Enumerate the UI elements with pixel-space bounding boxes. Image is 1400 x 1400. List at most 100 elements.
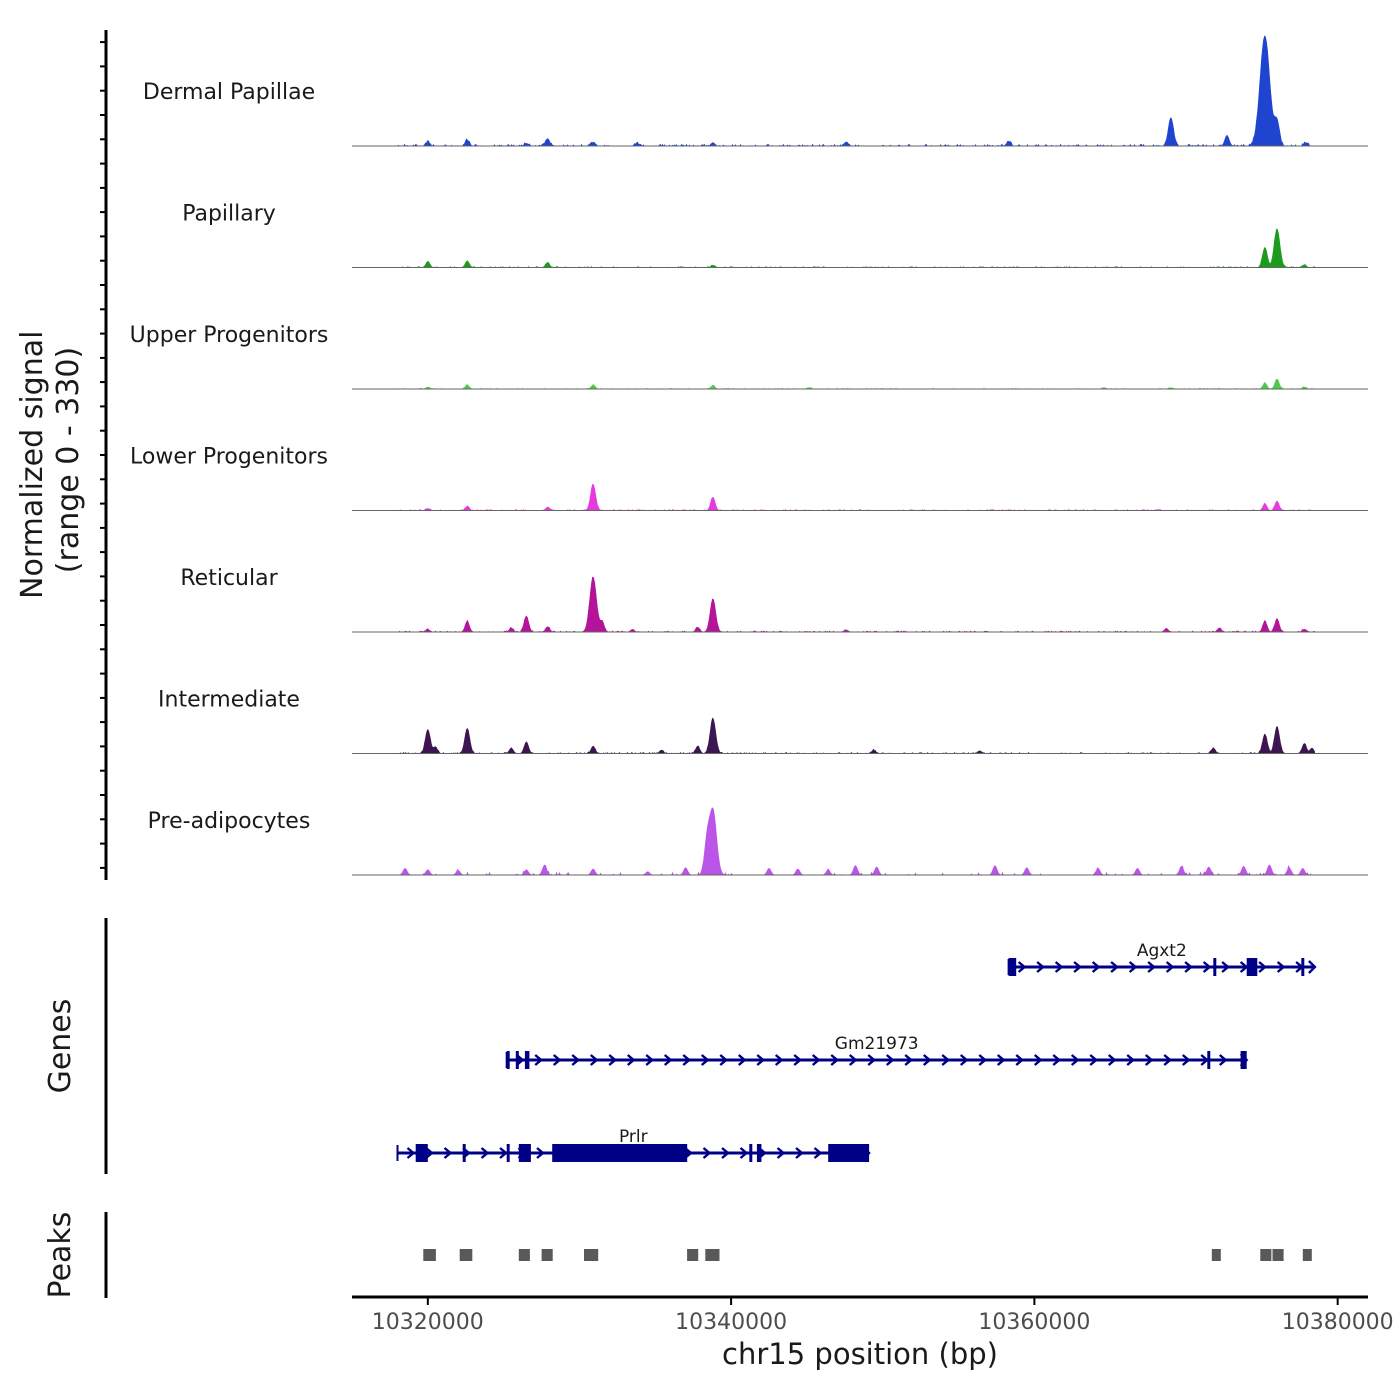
strand-arrow: [1017, 961, 1027, 973]
strand-arrow: [811, 1054, 821, 1066]
peak-region: [1302, 1249, 1312, 1261]
peak-region: [584, 1249, 599, 1261]
x-tick-label: 10380000: [1282, 1310, 1394, 1335]
strand-arrow: [867, 1054, 877, 1066]
strand-arrow: [830, 1054, 840, 1066]
strand-arrow: [1221, 961, 1230, 973]
strand-arrow: [1163, 1054, 1173, 1066]
signal-y-axis-label: Normalized signal (range 0 - 330): [15, 321, 86, 599]
track-label: Upper Progenitors: [130, 323, 329, 348]
track-label: Lower Progenitors: [130, 445, 328, 470]
exon: [506, 1051, 510, 1069]
strand-arrow: [721, 1147, 730, 1159]
strand-arrow: [813, 1147, 823, 1159]
x-tick-label: 10320000: [372, 1310, 484, 1335]
strand-arrow: [1147, 961, 1156, 973]
signal-area: [397, 484, 1315, 511]
x-axis: 10320000 10340000 10360000 10380000: [352, 1295, 1394, 1335]
peak-region: [687, 1249, 699, 1261]
signal-area: [397, 717, 1316, 754]
peak-region: [1272, 1249, 1284, 1261]
strand-arrow: [996, 1054, 1006, 1066]
strand-arrow: [774, 1054, 784, 1066]
exon: [1213, 958, 1217, 976]
track-label: Dermal Papillae: [143, 80, 315, 105]
strand-arrow: [1218, 1054, 1228, 1066]
exon: [1246, 958, 1258, 976]
exon: [415, 1144, 428, 1162]
strand-arrow: [1276, 961, 1286, 973]
strand-arrow: [922, 1054, 932, 1066]
strand-arrow: [1184, 961, 1193, 973]
strand-arrow: [589, 1054, 599, 1066]
genes-label: Genes: [43, 999, 78, 1094]
strand-arrow: [645, 1054, 655, 1066]
coverage-tracks: Dermal Papillae Papillary Upper Progenitor…: [130, 35, 1368, 876]
exon: [1240, 1051, 1247, 1069]
strand-arrow: [1036, 961, 1045, 973]
strand-arrow: [1126, 1054, 1136, 1066]
exon: [552, 1144, 688, 1162]
exon: [506, 1144, 510, 1162]
signal-area: [397, 807, 1315, 876]
gene-label: Prlr: [619, 1127, 648, 1147]
strand-arrow: [941, 1054, 951, 1066]
strand-arrow: [700, 1054, 710, 1066]
strand-arrow: [1239, 961, 1249, 973]
strand-arrow: [1091, 961, 1101, 973]
strand-arrow: [719, 1054, 729, 1066]
track-label: Reticular: [180, 566, 278, 591]
signal-area: [397, 576, 1316, 633]
strand-arrow: [682, 1054, 692, 1066]
x-tick-label: 10340000: [675, 1310, 787, 1335]
strand-arrow: [1089, 1054, 1099, 1066]
peak-region: [1211, 1249, 1221, 1261]
x-axis-title: chr15 position (bp): [722, 1337, 998, 1371]
strand-arrow: [756, 1054, 766, 1066]
exon: [1008, 958, 1017, 976]
strand-arrow: [1073, 961, 1082, 973]
strand-arrow: [406, 1147, 416, 1159]
peak-region: [541, 1249, 553, 1261]
strand-arrow: [443, 1147, 453, 1159]
exon: [756, 1144, 762, 1162]
peaks-label: Peaks: [43, 1212, 78, 1299]
gene-end-arrow: [1308, 960, 1317, 974]
strand-arrow: [1015, 1054, 1025, 1066]
strand-arrow: [552, 1054, 562, 1066]
exon: [524, 1051, 530, 1069]
strand-arrow: [795, 1147, 804, 1159]
strand-arrow: [737, 1054, 747, 1066]
exon: [1207, 1051, 1211, 1069]
strand-arrow: [904, 1054, 914, 1066]
strand-arrow: [1165, 961, 1175, 973]
strand-arrow: [499, 1147, 508, 1159]
peak-region: [1260, 1249, 1272, 1261]
strand-arrow: [1144, 1054, 1154, 1066]
exon: [749, 1144, 753, 1162]
signal-y-axis-label-line2: (range 0 - 330): [51, 347, 86, 573]
exon: [515, 1051, 519, 1069]
strand-arrow: [480, 1147, 490, 1159]
peak-region: [423, 1249, 436, 1261]
signal-area: [397, 228, 1316, 268]
exon: [1301, 958, 1305, 976]
strand-arrow: [1110, 961, 1119, 973]
track-label: Intermediate: [158, 688, 300, 713]
strand-arrow: [1200, 1054, 1210, 1066]
strand-arrow: [1052, 1054, 1062, 1066]
signal-y-axis: [100, 30, 108, 880]
signal-area: [397, 378, 1315, 390]
track-label: Pre-adipocytes: [148, 809, 311, 834]
strand-arrow: [1128, 961, 1138, 973]
strand-arrow: [776, 1147, 786, 1159]
strand-arrow: [1181, 1054, 1191, 1066]
strand-arrow: [534, 1054, 544, 1066]
strand-arrow: [848, 1054, 858, 1066]
strand-arrow: [1070, 1054, 1080, 1066]
strand-arrow: [1107, 1054, 1117, 1066]
strand-arrow: [626, 1054, 636, 1066]
peak-region: [518, 1249, 530, 1261]
signal-y-axis-label-line1: Normalized signal: [15, 331, 50, 599]
